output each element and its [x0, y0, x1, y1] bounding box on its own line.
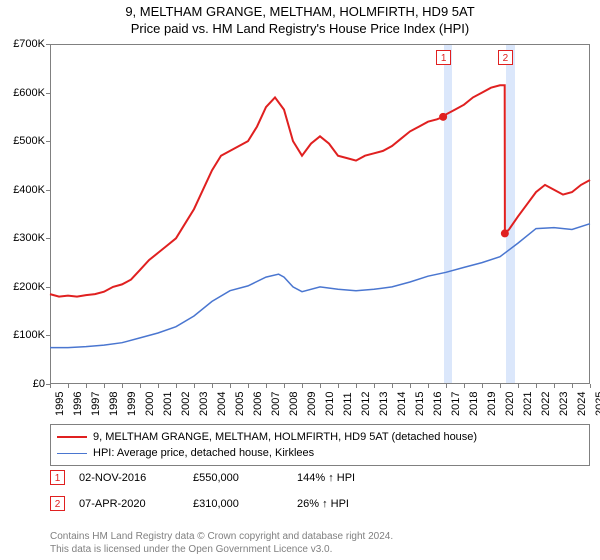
sale-row-marker: 2 — [50, 496, 65, 511]
sale-marker-label: 1 — [436, 50, 451, 65]
series-line — [50, 224, 590, 348]
sale-price: £310,000 — [193, 498, 283, 510]
sale-marker-label: 2 — [498, 50, 513, 65]
series-line — [50, 85, 590, 296]
sale-date: 02-NOV-2016 — [79, 472, 179, 484]
sale-row: 2 07-APR-2020 £310,000 26% ↑ HPI — [50, 496, 397, 511]
sale-pct: 144% ↑ HPI — [297, 472, 397, 484]
sale-pct: 26% ↑ HPI — [297, 498, 397, 510]
sale-price: £550,000 — [193, 472, 283, 484]
sale-marker-dot — [439, 113, 447, 121]
sale-row-marker: 1 — [50, 470, 65, 485]
sale-marker-dot — [501, 229, 509, 237]
sale-date: 07-APR-2020 — [79, 498, 179, 510]
sale-row: 1 02-NOV-2016 £550,000 144% ↑ HPI — [50, 470, 397, 485]
